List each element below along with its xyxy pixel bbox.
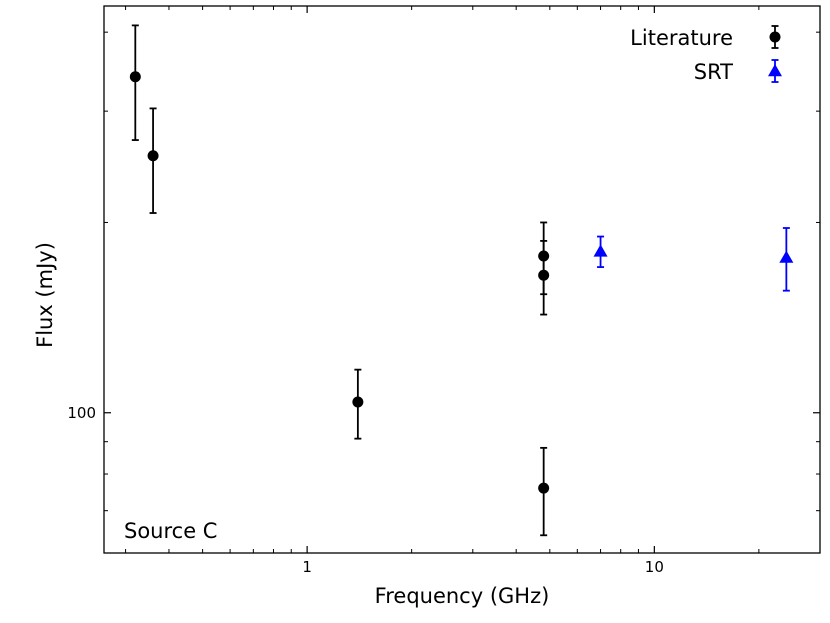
srt-point [593,244,608,257]
y-tick-label: 100 [67,404,96,422]
data-marks [129,24,794,537]
literature-point [352,396,364,408]
legend-literature-marker [769,31,781,43]
legend-srt-marker [768,64,782,77]
literature-point [129,71,141,83]
x-axis-label: Frequency (GHz) [375,584,550,608]
legend-markers [768,25,782,83]
minor-ticks [104,6,821,554]
srt-point [779,250,794,263]
literature-point [538,482,550,494]
tick-labels: 1 10 100 [67,404,664,576]
x-tick-label: 1 [302,558,312,576]
literature-point [147,150,159,162]
legend: Literature SRT [630,25,782,84]
plot-frame [103,5,821,554]
legend-label-literature: Literature [630,26,733,50]
x-tick-label: 10 [645,558,664,576]
source-annotation: Source C [124,519,217,543]
major-ticks [104,6,820,553]
literature-point [538,269,550,281]
y-axis-label: Flux (mJy) [33,242,57,348]
legend-label-srt: SRT [694,60,733,84]
